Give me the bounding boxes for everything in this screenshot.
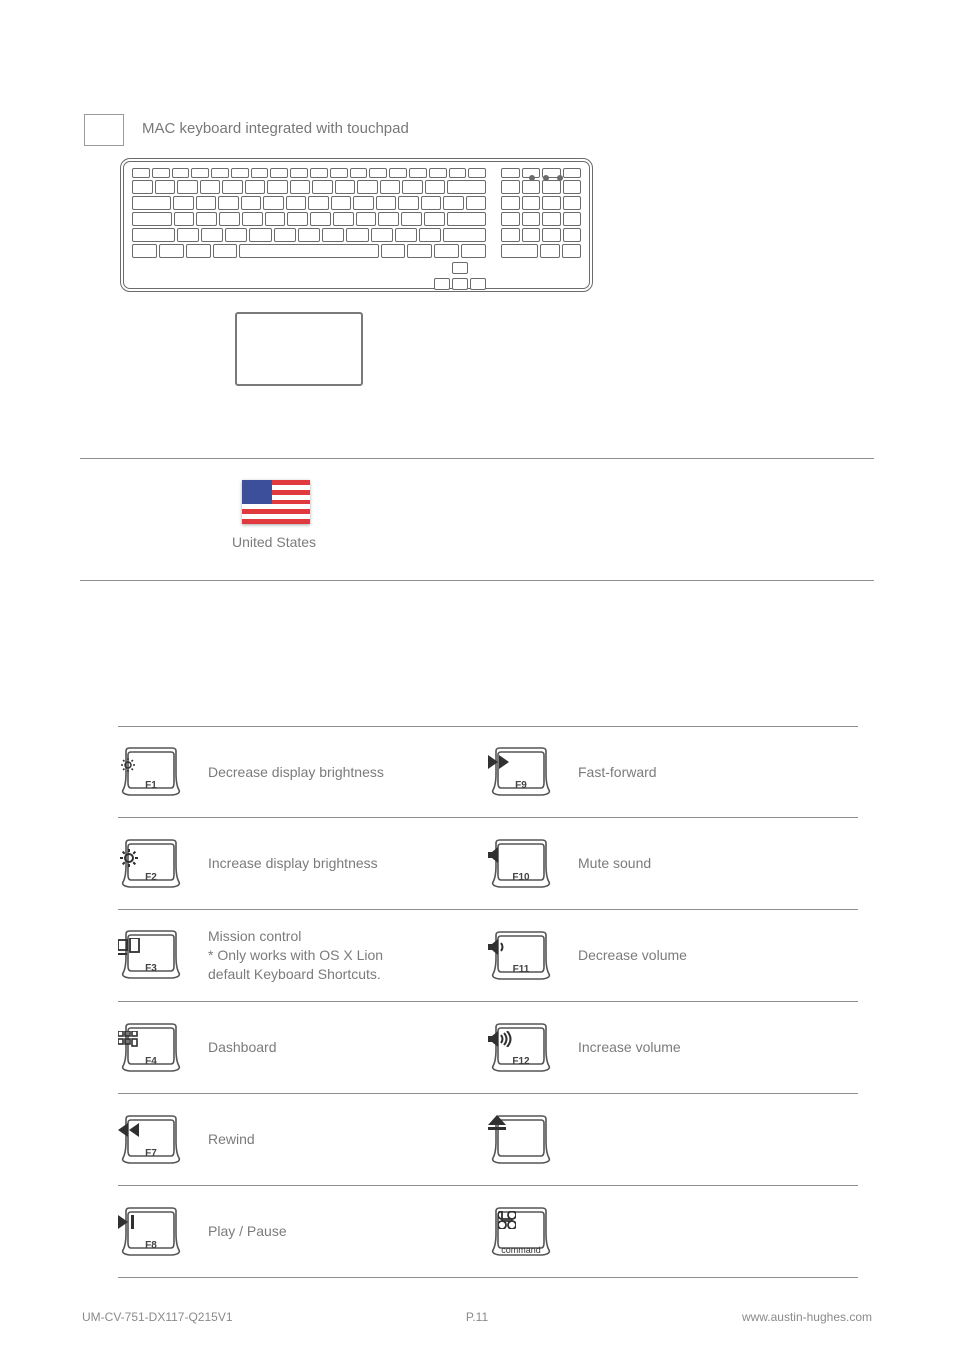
keycap-f12: F12 <box>488 1023 554 1073</box>
keycap-f2: F2 <box>118 839 184 889</box>
fn-key-caption: Dashboard <box>208 1038 277 1057</box>
keyboard-illustration <box>120 158 593 292</box>
keycap-label: F2 <box>118 872 184 883</box>
rewind-icon <box>118 1123 184 1143</box>
fn-key-row: F7 Rewind <box>118 1094 858 1186</box>
keycap-label: F7 <box>118 1148 184 1159</box>
fn-key-caption: Decrease volume <box>578 946 687 965</box>
keycap-f10: F10 <box>488 839 554 889</box>
mute-icon <box>488 847 554 867</box>
keycap-f11: F11 <box>488 931 554 981</box>
fn-key-row: F3 Mission control* Only works with OS X … <box>118 910 858 1002</box>
keycap-label: F12 <box>488 1056 554 1067</box>
keycap-label: F1 <box>118 780 184 791</box>
fn-key-row: F4 Dashboard F12 Increase volume <box>118 1002 858 1094</box>
fn-key-row: F1 Decrease display brightness F9 Fast-forw… <box>118 726 858 818</box>
fn-key-caption: Increase volume <box>578 1038 681 1057</box>
keycap-f7: F7 <box>118 1115 184 1165</box>
keycap-f3: F3 <box>118 930 184 980</box>
keycap-f8: F8 <box>118 1207 184 1257</box>
touchpad <box>235 312 363 386</box>
play-pause-icon <box>118 1215 184 1235</box>
divider <box>80 580 874 581</box>
keycap-label: F10 <box>488 872 554 883</box>
fn-key-row: F8 Play / Pause command <box>118 1186 858 1278</box>
keycap-label: F3 <box>118 963 184 974</box>
divider <box>80 458 874 459</box>
eject-icon <box>488 1115 554 1165</box>
fn-key-caption: Mission control* Only works with OS X Li… <box>208 927 383 984</box>
fn-key-caption: Fast-forward <box>578 763 657 782</box>
page: MAC keyboard integrated with touchpad Un… <box>0 0 954 1350</box>
mission-control-icon <box>118 938 184 958</box>
keycap-label: F9 <box>488 780 554 791</box>
fn-key-table: F1 Decrease display brightness F9 Fast-forw… <box>118 726 858 1278</box>
keycap-label: F8 <box>118 1240 184 1251</box>
keycap-label: F4 <box>118 1056 184 1067</box>
fn-key-caption: Mute sound <box>578 854 651 873</box>
header-logo-box <box>84 114 124 146</box>
keycap-f4: F4 <box>118 1023 184 1073</box>
keycap-f9: F9 <box>488 747 554 797</box>
section-title: MAC keyboard integrated with touchpad <box>142 120 409 137</box>
keycap-cmd: command <box>488 1207 554 1257</box>
vol-up-icon <box>488 1031 554 1051</box>
keycap-eject <box>488 1115 554 1165</box>
fn-key-caption: Increase display brightness <box>208 854 378 873</box>
us-flag-icon <box>242 480 310 524</box>
dashboard-icon <box>118 1031 184 1051</box>
keyboard-leds <box>525 168 567 186</box>
keycap-label: F11 <box>488 964 554 975</box>
fn-key-row: F2 Increase display brightness F10 Mute sou… <box>118 818 858 910</box>
fn-key-caption: Decrease display brightness <box>208 763 384 782</box>
country-label: United States <box>232 534 316 550</box>
keycap-f1: F1 <box>118 747 184 797</box>
fn-key-caption: Rewind <box>208 1130 255 1149</box>
keycap-label: command <box>488 1245 554 1255</box>
fn-key-caption: Play / Pause <box>208 1222 287 1241</box>
brightness-low-icon <box>118 755 184 775</box>
fast-forward-icon <box>488 755 554 775</box>
vol-down-icon <box>488 939 554 959</box>
brightness-high-icon <box>118 847 184 867</box>
footer-url: www.austin-hughes.com <box>742 1310 872 1324</box>
